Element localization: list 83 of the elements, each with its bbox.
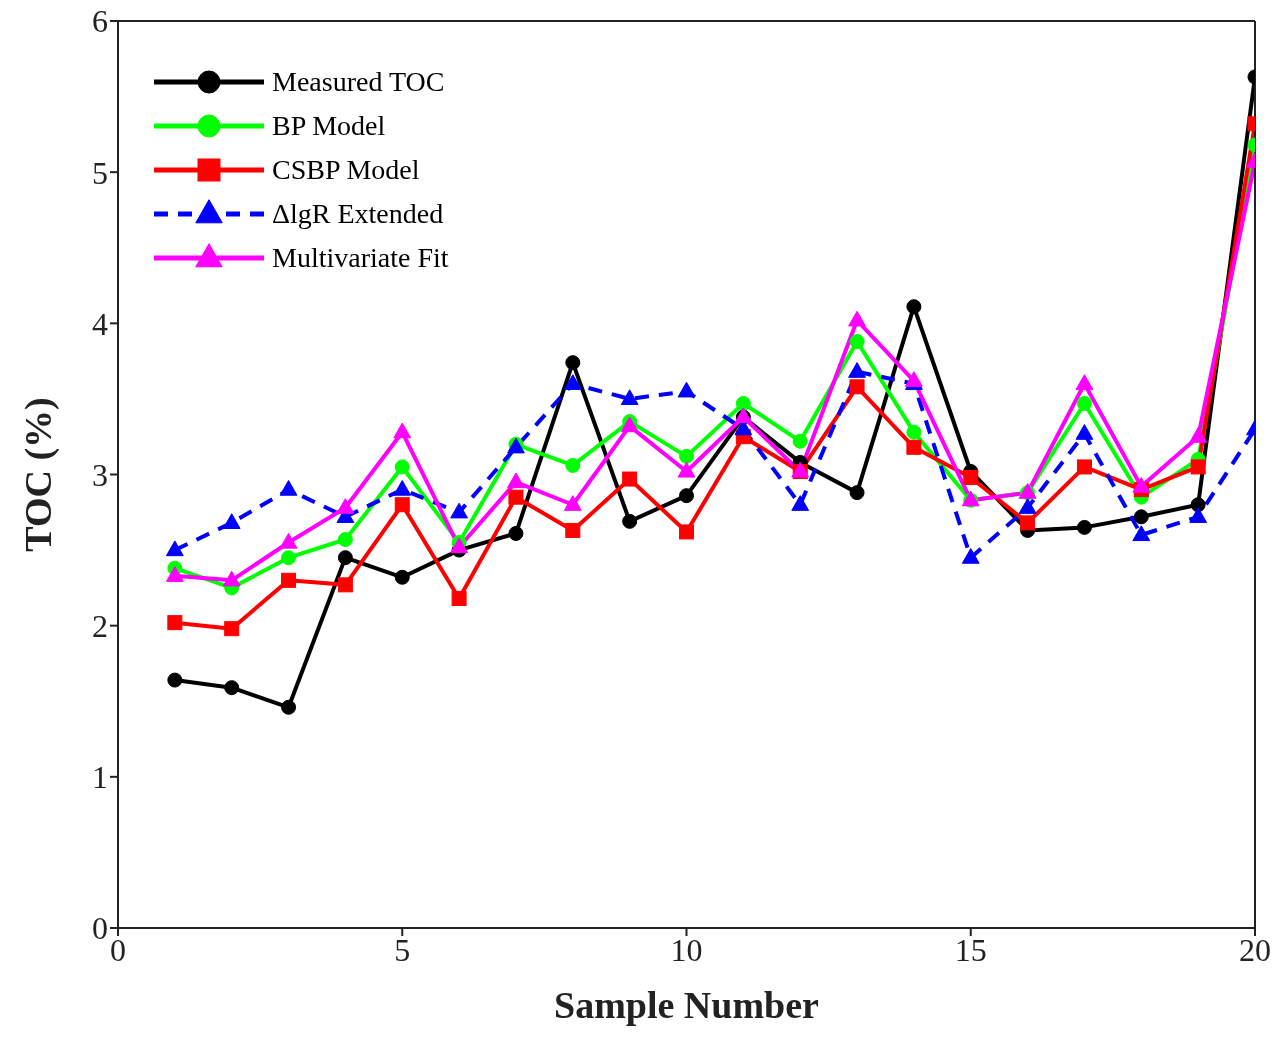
point: [906, 439, 922, 455]
point: [281, 572, 297, 588]
point: [1189, 507, 1208, 523]
point: [1075, 374, 1094, 390]
y-tick-label: 2: [92, 608, 108, 645]
point: [906, 424, 922, 440]
x-tick-label: 10: [670, 931, 703, 968]
y-tick-label: 5: [92, 154, 108, 191]
point: [167, 615, 183, 631]
legend-label: Measured TOC: [272, 66, 445, 98]
point: [1075, 424, 1094, 440]
point: [679, 488, 694, 504]
point: [279, 532, 298, 549]
point: [792, 433, 808, 449]
point: [336, 498, 355, 514]
point: [281, 550, 297, 566]
point: [735, 395, 751, 411]
point: [963, 470, 979, 486]
point: [165, 566, 184, 582]
point: [848, 362, 866, 378]
point: [1018, 498, 1037, 514]
point: [222, 570, 241, 587]
point: [849, 485, 865, 501]
point: [679, 524, 694, 540]
point: [1133, 509, 1149, 525]
y-tick-label: 4: [92, 305, 108, 342]
point: [1189, 427, 1208, 443]
point: [622, 513, 638, 529]
point: [1076, 519, 1092, 535]
y-tick-label: 3: [92, 456, 108, 493]
point: [167, 672, 183, 688]
point: [563, 374, 582, 390]
point: [677, 461, 696, 478]
point: [848, 310, 866, 327]
point: [565, 457, 581, 473]
point: [622, 471, 638, 487]
point: [677, 381, 696, 398]
point: [791, 495, 810, 511]
point: [393, 422, 412, 439]
point: [508, 489, 524, 505]
point: [961, 548, 980, 564]
x-tick-label: 5: [394, 931, 411, 968]
legend-label: BP Model: [272, 110, 386, 142]
point: [508, 525, 524, 541]
x-axis-title: Sample Number: [554, 984, 820, 1026]
legend-label: Multivariate Fit: [272, 242, 449, 274]
point: [1076, 459, 1092, 475]
point: [507, 472, 525, 489]
point: [450, 502, 468, 519]
x-tick-label: 15: [954, 931, 987, 968]
point: [222, 513, 241, 529]
point: [224, 680, 240, 696]
point: [563, 495, 582, 511]
y-axis-title: TOC (%): [17, 397, 61, 552]
point: [1132, 525, 1151, 542]
point: [394, 497, 410, 513]
point: [394, 459, 410, 475]
point: [165, 540, 184, 557]
point: [849, 379, 865, 395]
point: [224, 621, 240, 637]
legend-label: CSBP Model: [272, 154, 420, 186]
point: [565, 522, 581, 538]
y-tick-label: 6: [92, 3, 108, 40]
point: [1190, 459, 1206, 475]
point: [279, 480, 298, 496]
point: [679, 448, 694, 464]
point: [281, 699, 297, 715]
y-tick-label: 1: [92, 759, 108, 796]
point: [451, 590, 467, 606]
point: [337, 532, 353, 547]
point: [337, 550, 353, 566]
point: [393, 480, 412, 496]
point: [1076, 395, 1092, 411]
point: [394, 569, 410, 585]
x-tick-label: 20: [1239, 931, 1271, 968]
point: [849, 333, 865, 349]
point: [1132, 476, 1151, 493]
point: [1020, 515, 1036, 531]
point: [906, 299, 922, 315]
point: [565, 355, 581, 371]
point: [337, 577, 353, 593]
legend-label: ΔlgR Extended: [272, 198, 444, 230]
point: [620, 389, 639, 406]
